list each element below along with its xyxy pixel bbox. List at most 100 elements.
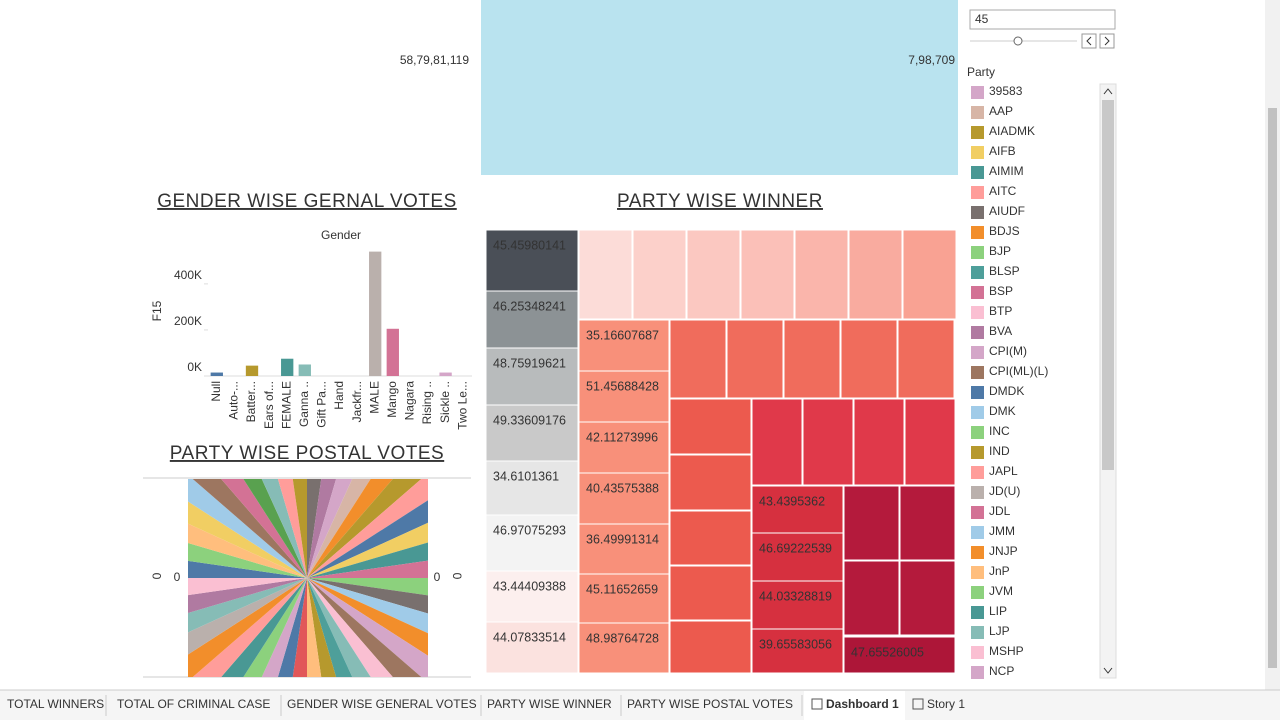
legend-label[interactable]: INC	[989, 424, 1010, 438]
x-tick-label: MALE	[367, 381, 381, 414]
slider-knob[interactable]	[1013, 36, 1023, 46]
tab[interactable]: PARTY WISE WINNER	[487, 697, 612, 711]
tab[interactable]: GENDER WISE GENERAL VOTES	[287, 697, 477, 711]
treemap-title: PARTY WISE WINNER	[617, 191, 823, 212]
tab[interactable]: TOTAL OF CRIMINAL CASE	[117, 697, 270, 711]
top-block	[481, 0, 958, 175]
treemap-cell	[578, 319, 670, 372]
treemap-label: 40.43575388	[586, 481, 659, 495]
x-tick-label: Sickle ..	[438, 381, 452, 423]
legend-swatch	[971, 286, 984, 299]
legend-label[interactable]: AIUDF	[989, 204, 1025, 218]
legend-swatch	[971, 426, 984, 439]
legend-swatch	[971, 566, 984, 579]
legend-label[interactable]: AAP	[989, 104, 1013, 118]
treemap-label: 46.69222539	[759, 541, 832, 555]
legend-label[interactable]: DMK	[989, 404, 1016, 418]
treemap-cell	[848, 229, 903, 320]
treemap-cell	[740, 229, 795, 320]
legend-label[interactable]: DMDK	[989, 384, 1024, 398]
y-tick-label: 0K	[187, 360, 202, 374]
treemap-cell	[726, 319, 784, 399]
legend-swatch	[971, 326, 984, 339]
legend-label[interactable]: BSP	[989, 284, 1013, 298]
legend-label[interactable]: MSHP	[989, 644, 1024, 658]
treemap-cell	[485, 460, 579, 516]
pie-slice	[307, 578, 428, 614]
treemap-cell	[853, 398, 905, 486]
legend-label[interactable]: IND	[989, 444, 1010, 458]
pie-slice	[307, 479, 371, 578]
pie-slice	[277, 479, 307, 578]
legend-scroll-thumb[interactable]	[1102, 100, 1114, 470]
legend-swatch	[971, 406, 984, 419]
legend-label[interactable]: JMM	[989, 524, 1015, 538]
x-tick-label: Gift Pa...	[315, 381, 329, 428]
pie-slice	[307, 500, 428, 578]
pie-slice	[307, 542, 428, 578]
legend-swatch	[971, 546, 984, 559]
treemap-label: 47.65526005	[851, 645, 924, 659]
legend-label[interactable]: JD(U)	[989, 484, 1020, 498]
legend-label[interactable]: BDJS	[989, 224, 1020, 238]
treemap-cell	[686, 229, 741, 320]
filter-input[interactable]	[969, 9, 1116, 30]
legend-label[interactable]: AIFB	[989, 144, 1016, 158]
legend-title: Party	[967, 65, 995, 79]
pie-slice	[188, 578, 307, 655]
pie-slice	[188, 578, 307, 613]
treemap-cell	[485, 347, 579, 406]
tab[interactable]: TOTAL WINNERS	[7, 697, 104, 711]
slider-prev[interactable]	[1081, 33, 1097, 49]
legend-swatch	[971, 646, 984, 659]
treemap-label: 36.49991314	[586, 532, 659, 546]
treemap-cell	[485, 229, 579, 292]
legend-label[interactable]: NCP	[989, 664, 1014, 678]
legend-swatch	[971, 186, 984, 199]
legend-label[interactable]: JDL	[989, 504, 1011, 518]
tab[interactable]: Story 1	[927, 697, 965, 711]
tab[interactable]: PARTY WISE POSTAL VOTES	[627, 697, 793, 711]
legend-label[interactable]: BVA	[989, 324, 1012, 338]
tab[interactable]: Dashboard 1	[826, 697, 899, 711]
tab-active	[804, 691, 905, 720]
treemap-label: 48.98764728	[586, 631, 659, 645]
x-tick-label: FEMALE	[279, 381, 293, 429]
treemap-cell	[751, 580, 844, 630]
legend-label[interactable]: 39583	[989, 84, 1023, 98]
legend-label[interactable]: AITC	[989, 184, 1017, 198]
pie-left-label: 0	[174, 570, 181, 584]
pie-slice	[292, 479, 307, 578]
treemap-cell	[899, 485, 956, 561]
pie-slice	[307, 578, 393, 677]
legend-label[interactable]: BJP	[989, 244, 1011, 258]
treemap-label: 34.6101361	[493, 469, 559, 483]
page-scroll-thumb[interactable]	[1268, 108, 1277, 668]
legend-label[interactable]: JnP	[989, 564, 1010, 578]
x-tick-label: Null	[209, 381, 223, 402]
treemap-cell	[669, 454, 752, 511]
legend-label[interactable]: CPI(ML)(L)	[989, 364, 1048, 378]
treemap-cell	[578, 472, 670, 525]
treemap-cell	[578, 421, 670, 474]
bar	[369, 251, 382, 376]
treemap-cell	[485, 621, 579, 674]
legend-label[interactable]: JNJP	[989, 544, 1018, 558]
legend-label[interactable]: AIADMK	[989, 124, 1035, 138]
legend-label[interactable]: JVM	[989, 584, 1013, 598]
legend-label[interactable]: BTP	[989, 304, 1012, 318]
bar	[298, 364, 311, 376]
pie-right-label: 0	[434, 570, 441, 584]
slider-next[interactable]	[1099, 33, 1115, 49]
legend-label[interactable]: CPI(M)	[989, 344, 1027, 358]
legend-label[interactable]: JAPL	[989, 464, 1018, 478]
pie-slice	[261, 479, 307, 578]
legend-swatch	[971, 226, 984, 239]
legend-label[interactable]: BLSP	[989, 264, 1020, 278]
legend-label[interactable]: LIP	[989, 604, 1007, 618]
pie-slice	[221, 578, 307, 677]
legend-swatch	[971, 446, 984, 459]
legend-label[interactable]: LJP	[989, 624, 1010, 638]
legend-label[interactable]: AIMIM	[989, 164, 1024, 178]
